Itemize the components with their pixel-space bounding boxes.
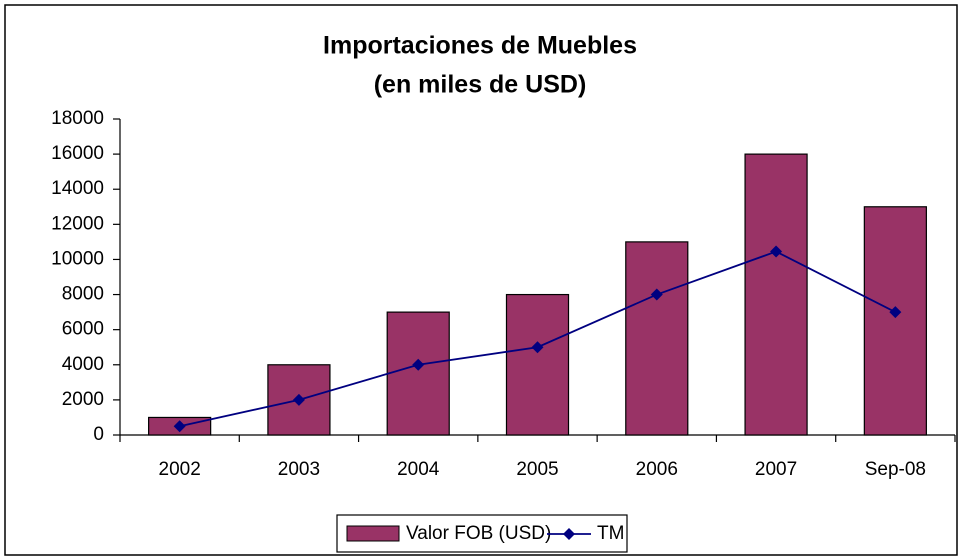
line-marker [412,358,425,371]
x-tick-label: 2005 [516,459,558,480]
line-marker [173,420,186,433]
x-tick-label: 2006 [636,459,678,480]
y-tick-label: 10000 [51,248,104,269]
x-tick-label: Sep-08 [865,459,926,480]
y-tick-label: 16000 [51,143,104,164]
y-tick-label: 6000 [62,319,104,340]
legend-marker [563,528,575,540]
y-tick-label: 18000 [51,108,104,129]
chart-subtitle: (en miles de USD) [374,71,587,99]
line-marker [770,245,783,258]
y-tick-label: 8000 [62,284,104,305]
line-marker [292,393,305,406]
bar [744,153,808,436]
bar [863,206,927,436]
y-tick-label: 14000 [51,178,104,199]
bar [386,311,450,436]
y-tick-label: 2000 [62,389,104,410]
line-marker [650,288,663,301]
x-tick-label: 2007 [755,459,797,480]
bar [505,293,570,436]
x-tick-label: 2003 [278,459,320,480]
line-marker [889,306,902,319]
legend-label: Valor FOB (USD) [406,523,551,544]
y-tick-label: 0 [93,424,104,445]
y-tick-label: 12000 [51,213,104,234]
bar [625,241,689,436]
y-tick-label: 4000 [62,354,104,375]
legend-label: TM [597,523,624,544]
x-tick-label: 2004 [397,459,440,480]
x-tick-label: 2002 [159,459,201,480]
line-marker [531,341,544,354]
chart-title: Importaciones de Muebles [323,32,637,60]
legend-swatch [346,525,400,542]
